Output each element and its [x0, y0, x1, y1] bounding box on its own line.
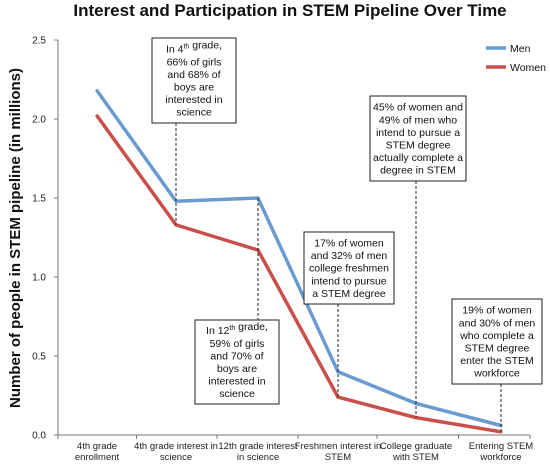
annotation-span: 17% of women [314, 238, 384, 250]
annotation-span: In 4 [166, 44, 184, 56]
annotation-span: intend to pursue a [376, 127, 460, 139]
annotation-text: and 70% of [210, 350, 263, 362]
annotation-span: enter the STEM [460, 355, 534, 367]
annotation-text: interested in [208, 376, 265, 388]
annotation-text: In 4th grade, [166, 40, 222, 56]
annotation-span: actually complete a [373, 152, 463, 164]
annotation-superscript: th [229, 325, 235, 332]
annotation-span: 45% of women and [373, 102, 463, 114]
annotation-span: and 68% of [167, 69, 220, 81]
annotation-span: 19% of women [462, 305, 532, 317]
annotation-box [303, 231, 395, 305]
annotation-text: actually complete a [373, 152, 463, 164]
annotation-span: STEM degree [386, 140, 451, 152]
annotation-span: interested in [165, 94, 222, 106]
annotation-text: STEM degree [465, 343, 530, 355]
series-line-women [95, 114, 502, 434]
x-category-label: with STEM [392, 452, 439, 463]
annotation-text: enter the STEM [460, 355, 534, 367]
annotation-text: and 68% of [167, 69, 220, 81]
annotation-text: intend to pursue a [376, 127, 460, 139]
annotation-box [369, 95, 467, 182]
annotation-text: 17% of women [314, 238, 384, 250]
annotation-text: 66% of girls [167, 56, 222, 68]
annotation-span: boys are [217, 363, 257, 375]
annotation-span: science [176, 107, 212, 119]
annotation-box [151, 37, 237, 124]
x-category-label: in science [237, 452, 279, 463]
annotation-text: 45% of women and [373, 102, 463, 114]
x-category-label: science [160, 452, 192, 463]
annotation-span: boys are [174, 82, 214, 94]
annotation-span: 66% of girls [167, 56, 222, 68]
annotation-span: workforce [473, 368, 520, 380]
annotation-span: college freshmen [309, 263, 389, 275]
data-point-men [95, 89, 99, 93]
annotation-span: interested in [208, 376, 265, 388]
x-category-label: 4th grade interest in [134, 441, 218, 452]
y-axis-title: Number of people in STEM pipeline (in mi… [7, 68, 24, 408]
annotation-text: 49% of men who [379, 114, 457, 126]
annotation-text: and 32% of men [311, 250, 388, 262]
annotation-text: and 30% of men [459, 317, 536, 329]
x-category-label: STEM [325, 452, 351, 463]
x-category-label: workforce [479, 452, 521, 463]
annotation-superscript: th [183, 44, 189, 51]
x-category-label: enrollment [75, 452, 120, 463]
annotation-box [194, 319, 280, 405]
x-category-label: 4th grade [77, 441, 117, 452]
annotation-span: who complete a [459, 330, 534, 342]
y-tick-label: 2.0 [32, 115, 46, 126]
annotation-text: In 12th grade, [206, 321, 268, 337]
annotation-span: 59% of girls [210, 338, 265, 350]
series-line-men [95, 89, 502, 428]
chart-title: Interest and Participation in STEM Pipel… [73, 1, 506, 20]
annotation-text: workforce [473, 368, 520, 380]
x-category-label: 12th grade interest [218, 441, 298, 452]
y-tick-label: 2.5 [32, 36, 46, 47]
annotation-span: and 32% of men [311, 250, 388, 262]
annotation-text: STEM degree [386, 140, 451, 152]
data-point-women [336, 395, 340, 399]
annotation-text: who complete a [459, 330, 534, 342]
annotation-text: a STEM degree [312, 288, 386, 300]
annotation-text: boys are [217, 363, 257, 375]
annotation-text: science [219, 388, 255, 400]
annotation-text: degree in STEM [380, 165, 456, 177]
annotation-text: college freshmen [309, 263, 389, 275]
annotation-span: intend to pursue [311, 275, 386, 287]
annotation-span: In 12 [206, 325, 230, 337]
annotation-span: degree in STEM [380, 165, 456, 177]
annotation-span: 49% of men who [379, 114, 457, 126]
y-tick-label: 0.5 [32, 352, 46, 363]
legend-label-women: Women [510, 62, 546, 74]
annotation-text: science [176, 107, 212, 119]
annotation-span: grade, [235, 321, 268, 333]
annotation-text: boys are [174, 82, 214, 94]
legend-label-men: Men [510, 43, 531, 55]
data-point-women [95, 114, 99, 118]
annotation-text: 59% of girls [210, 338, 265, 350]
x-category-label: Freshmen interest in [295, 441, 382, 452]
y-tick-label: 0.0 [32, 431, 46, 442]
y-tick-label: 1.5 [32, 194, 46, 205]
annotation-span: grade, [189, 40, 222, 52]
annotation-box [451, 298, 543, 385]
x-category-label: College graduate [380, 441, 452, 452]
y-tick-label: 1.0 [32, 273, 46, 284]
annotation-span: STEM degree [465, 343, 530, 355]
annotation-span: and 70% of [210, 350, 263, 362]
annotation-text: 19% of women [462, 305, 532, 317]
annotation-span: science [219, 388, 255, 400]
data-point-men [174, 199, 178, 203]
annotation-span: a STEM degree [312, 288, 386, 300]
annotation-text: intend to pursue [311, 275, 386, 287]
annotation-text: interested in [165, 94, 222, 106]
annotation-span: and 30% of men [459, 317, 536, 329]
x-category-label: Entering STEM [469, 441, 533, 452]
